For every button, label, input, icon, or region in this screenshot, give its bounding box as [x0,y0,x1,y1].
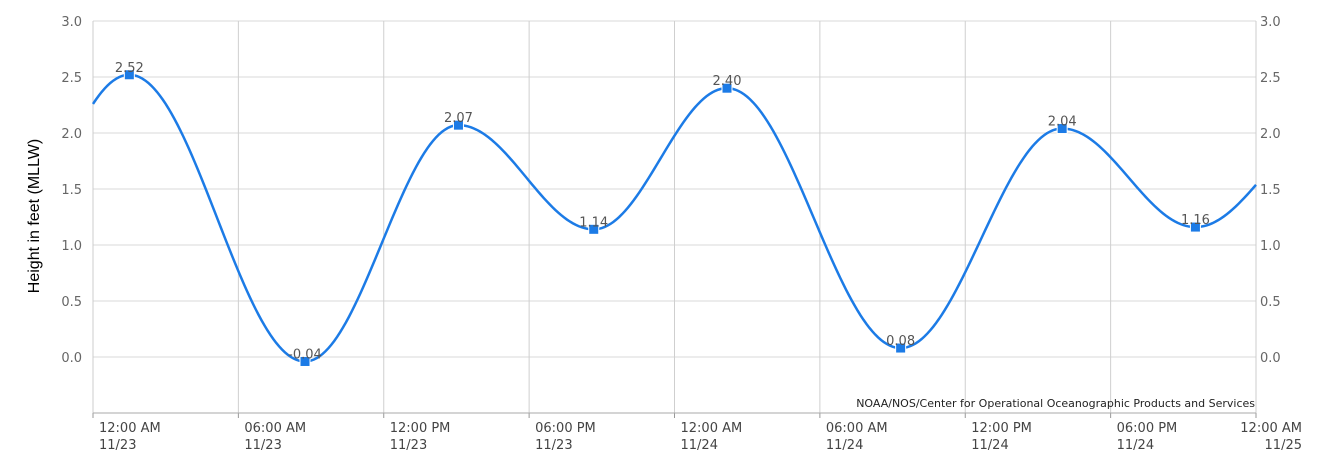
x-tick-date: 11/24 [826,438,863,453]
data-point: -0.04 [288,347,322,367]
y-tick-left: 1.0 [61,239,82,254]
y-tick-right: 1.0 [1260,239,1281,254]
data-point: 1.16 [1181,213,1210,233]
y-tick-right: 2.0 [1260,127,1281,142]
data-label: 2.04 [1048,115,1077,130]
y-tick-left: 2.0 [61,127,82,142]
data-point: 2.52 [115,61,144,81]
y-tick-right: 2.5 [1260,71,1281,86]
x-tick-date: 11/24 [1117,438,1154,453]
y-tick-left: 1.5 [61,183,82,198]
data-label: 1.14 [579,215,608,230]
data-point: 2.04 [1048,115,1077,135]
y-tick-right: 0.0 [1260,351,1281,366]
data-marker [299,355,311,367]
x-tick-time: 12:00 AM [1240,421,1302,436]
x-tick-time: 06:00 AM [826,421,888,436]
data-point: 1.14 [579,215,608,235]
y-axis-label: Height in feet (MLLW) [26,139,43,293]
x-tick-date: 11/25 [1265,438,1302,453]
x-tick-date: 11/23 [244,438,281,453]
x-tick-date: 11/24 [971,438,1008,453]
series-layer: 2.52 -0.04 2.07 1.14 2.40 0.08 2.04 1.16 [91,61,1257,367]
data-marker [123,69,135,81]
data-marker [1189,221,1201,233]
x-tick-time: 06:00 PM [1117,421,1178,436]
data-marker [1056,123,1068,135]
data-label: 2.07 [444,111,473,126]
y-tick-left: 0.5 [61,295,82,310]
x-tick-time: 06:00 PM [535,421,596,436]
data-label: -0.04 [288,347,322,362]
data-marker [721,82,733,94]
x-tick-time: 12:00 AM [99,421,161,436]
x-tick-date: 11/23 [390,438,427,453]
y-tick-right: 3.0 [1260,15,1281,30]
data-marker [452,119,464,131]
data-label: 0.08 [886,334,915,349]
x-tick-time: 06:00 AM [244,421,306,436]
x-tick-date: 11/23 [99,438,136,453]
grid [92,20,1257,413]
x-tick-date: 11/24 [681,438,718,453]
data-point: 2.40 [713,74,742,94]
x-tick-time: 12:00 AM [681,421,743,436]
y-tick-right: 0.5 [1260,295,1281,310]
data-label: 1.16 [1181,213,1210,228]
data-marker [588,223,600,235]
y-tick-left: 3.0 [61,15,82,30]
data-label: 2.52 [115,61,144,76]
x-tick-date: 11/23 [535,438,572,453]
data-marker [895,342,907,354]
x-tick-time: 12:00 PM [971,421,1032,436]
x-tick-time: 12:00 PM [390,421,451,436]
data-label: 2.40 [713,74,742,89]
y-tick-left: 2.5 [61,71,82,86]
axes: 0.0 0.0 0.5 0.5 1.0 1.0 1.5 1.5 2.0 2.0 2.5 2.5 3.0 3… [61,15,1302,453]
credit-text: NOAA/NOS/Center for Operational Oceanogr… [856,397,1255,410]
y-tick-right: 1.5 [1260,183,1281,198]
data-point: 2.07 [444,111,473,131]
data-point: 0.08 [886,334,915,354]
y-tick-left: 0.0 [61,351,82,366]
